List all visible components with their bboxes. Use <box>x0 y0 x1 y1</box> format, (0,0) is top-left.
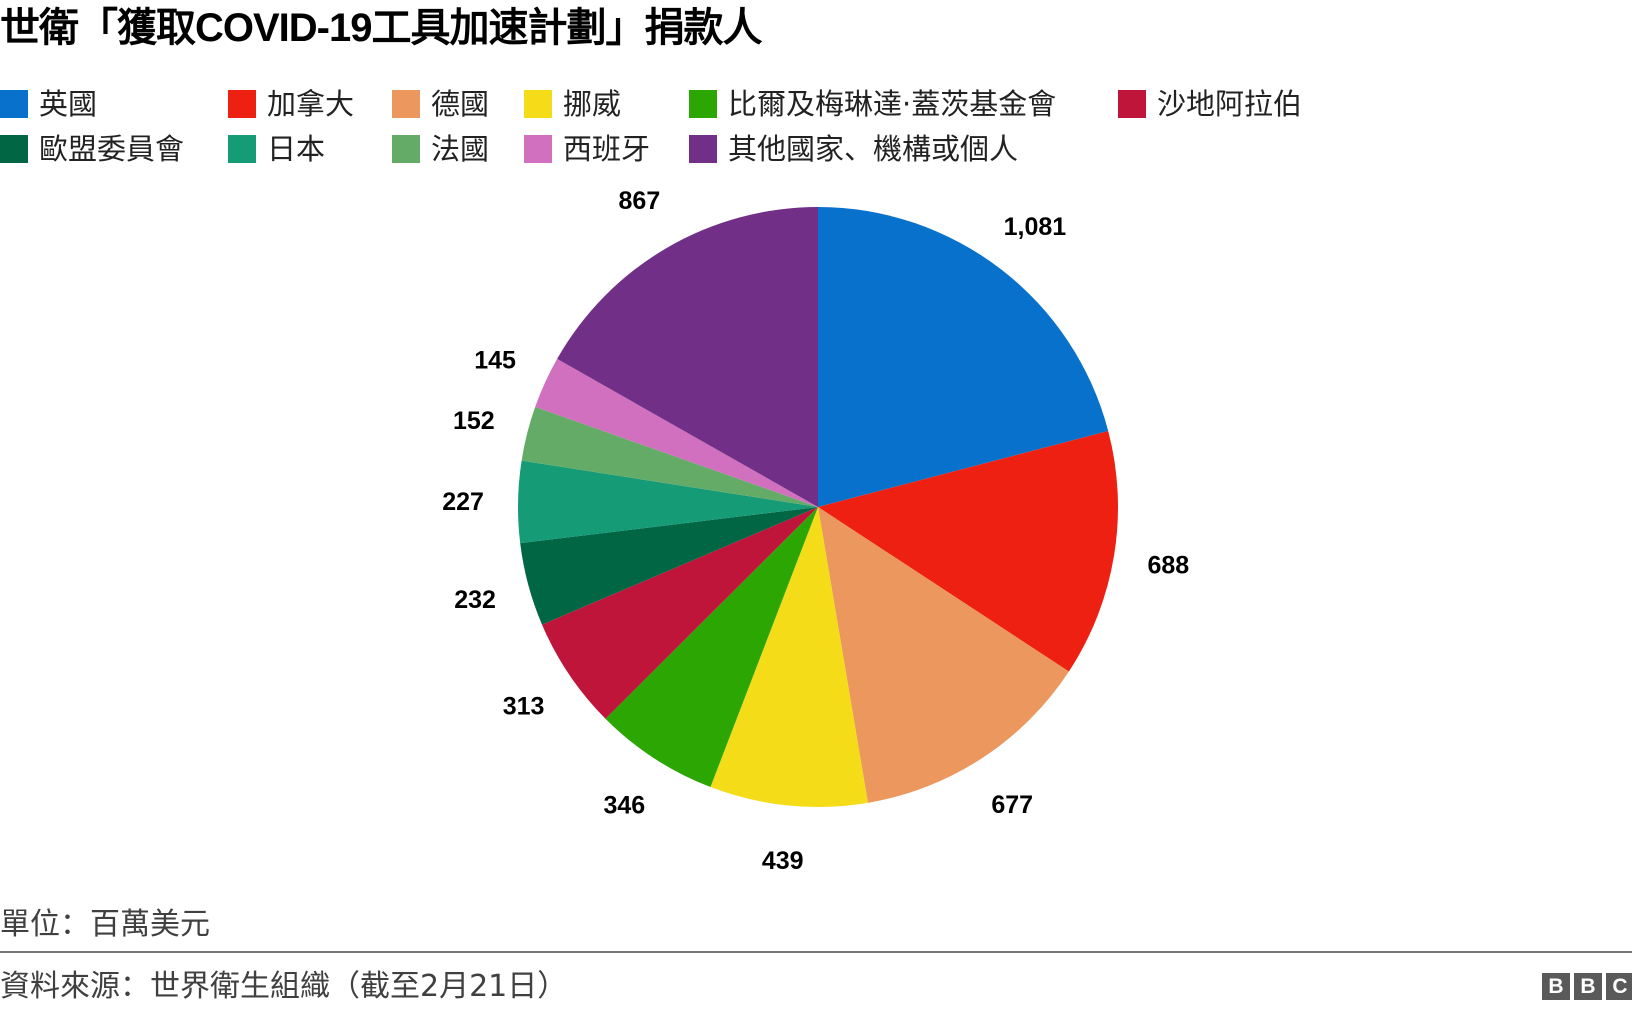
bbc-logo-letter: B <box>1542 973 1570 1000</box>
legend-item-gates-foundation: 比爾及梅琳達·蓋茨基金會 <box>689 89 1056 119</box>
legend-label: 歐盟委員會 <box>39 132 185 166</box>
pie-slice <box>521 406 818 507</box>
slice-value-label: 145 <box>474 347 516 375</box>
legend-swatch <box>689 90 717 118</box>
legend-label: 日本 <box>267 132 326 166</box>
legend-label: 比爾及梅琳達·蓋茨基金會 <box>728 87 1057 121</box>
legend-swatch <box>1118 90 1146 118</box>
legend-label: 沙地阿拉伯 <box>1157 87 1303 121</box>
bbc-logo-letter: C <box>1606 973 1632 1000</box>
legend-item-uk: 英國 <box>0 89 97 119</box>
legend-item-saudi-arabia: 沙地阿拉伯 <box>1118 89 1302 119</box>
legend-item-spain: 西班牙 <box>524 134 650 164</box>
unit-note: 單位：百萬美元 <box>0 907 210 942</box>
bbc-logo: B B C <box>1542 973 1632 1000</box>
legend-swatch <box>524 135 552 163</box>
pie-slice <box>818 430 1118 672</box>
slice-value-label: 1,081 <box>1004 213 1067 241</box>
legend-item-canada: 加拿大 <box>228 89 354 119</box>
pie-slice <box>557 207 818 507</box>
footer-divider <box>0 951 1632 953</box>
pie-slice <box>542 507 818 719</box>
legend-label: 其他國家、機構或個人 <box>728 132 1019 166</box>
legend-label: 挪威 <box>563 87 622 121</box>
pie-slice <box>818 207 1109 507</box>
slice-value-label: 688 <box>1147 551 1189 579</box>
pie-chart: 1,081 688 677 439 346 313 232 227 152 145 867 <box>442 187 1189 875</box>
slice-value-label: 346 <box>603 792 645 820</box>
legend-item-france: 法國 <box>392 134 489 164</box>
pie-slices <box>517 207 1118 808</box>
pie-slice <box>535 358 818 507</box>
legend-item-norway: 挪威 <box>524 89 621 119</box>
pie-slice <box>517 460 818 544</box>
legend-item-germany: 德國 <box>392 89 489 119</box>
legend-item-others: 其他國家、機構或個人 <box>689 134 1018 164</box>
slice-value-label: 152 <box>453 407 495 435</box>
pie-slice <box>710 507 868 808</box>
source-note: 資料來源：世界衛生組織（截至2月21日） <box>0 969 568 1004</box>
bbc-logo-letter: B <box>1574 973 1602 1000</box>
legend-swatch <box>0 90 28 118</box>
legend-label: 加拿大 <box>267 87 355 121</box>
legend-swatch <box>392 135 420 163</box>
legend-label: 法國 <box>431 132 490 166</box>
legend-swatch <box>524 90 552 118</box>
legend-item-japan: 日本 <box>228 134 325 164</box>
legend-item-eu-commission: 歐盟委員會 <box>0 134 184 164</box>
legend-swatch <box>228 135 256 163</box>
pie-slice <box>818 507 1069 803</box>
legend-swatch <box>0 135 28 163</box>
slice-value-label: 439 <box>762 847 804 875</box>
legend-label: 西班牙 <box>563 132 651 166</box>
legend-swatch <box>689 135 717 163</box>
legend-swatch <box>392 90 420 118</box>
chart-title: 世衛「獲取COVID-19工具加速計劃」捐款人 <box>0 6 762 50</box>
legend-swatch <box>228 90 256 118</box>
legend-label: 英國 <box>39 87 98 121</box>
slice-value-label: 867 <box>619 187 661 215</box>
slice-value-label: 313 <box>503 692 545 720</box>
pie-slice <box>605 507 818 788</box>
slice-value-label: 232 <box>454 586 496 614</box>
slice-value-label: 677 <box>991 791 1033 819</box>
legend-label: 德國 <box>431 87 490 121</box>
pie-value-labels: 1,081 688 677 439 346 313 232 227 152 145 867 <box>442 187 1189 875</box>
pie-slice <box>520 507 818 625</box>
slice-value-label: 227 <box>442 488 484 516</box>
